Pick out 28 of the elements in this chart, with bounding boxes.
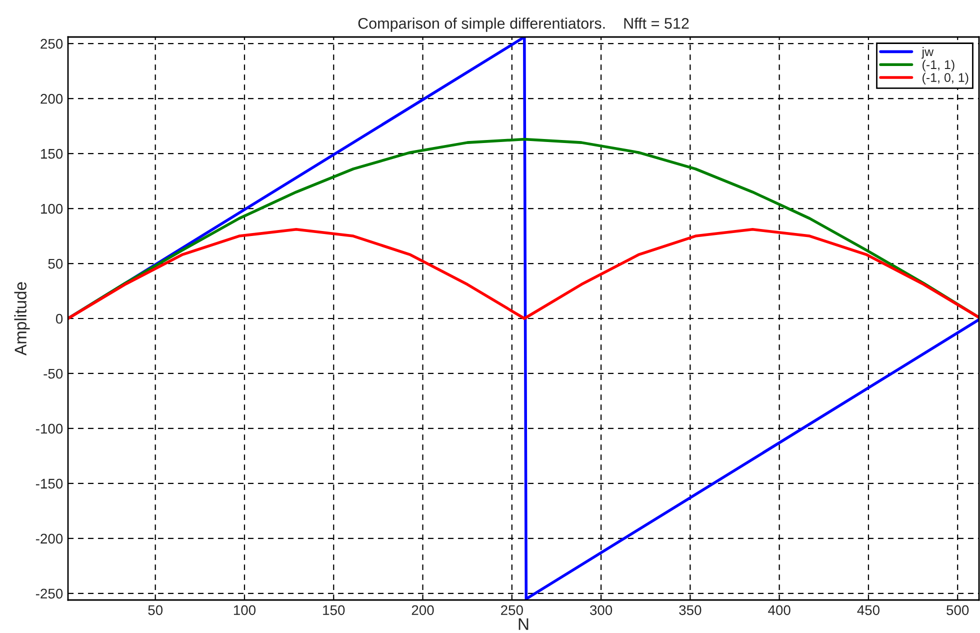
y-tick-label: 200 [40,94,63,104]
x-tick-label: 300 [590,605,612,616]
y-tick-label: 150 [41,148,63,159]
x-axis-title: N [518,618,528,630]
y-tick-label: -250 [36,588,63,599]
x-tick-label: 450 [857,605,880,616]
chart-title: Comparison of simple differentiators. Nfft = 512 [358,18,689,32]
legend-label: (-1, 0, 1) [922,72,968,84]
x-tick-label: 250 [501,605,523,616]
y-tick-label: -100 [36,424,63,434]
y-tick-label: -200 [36,534,63,544]
x-tick-label: 50 [148,605,163,616]
y-tick-label: 100 [41,204,63,214]
legend-label: (-1, 1) [922,60,954,72]
y-tick-label: 50 [48,258,63,269]
y-axis-title: Amplitude [14,282,30,356]
legend-label: jw [921,47,934,59]
x-tick-label: 400 [768,605,790,616]
y-tick-label: 250 [40,38,63,49]
x-tick-label: 200 [412,605,434,616]
line-series [68,228,979,320]
x-tick-label: 500 [946,605,969,616]
y-tick-label: -150 [36,478,63,489]
x-tick-label: 350 [679,605,702,616]
x-tick-label: 150 [323,605,345,616]
y-tick-label: 0 [56,314,63,324]
x-tick-label: 100 [234,605,256,616]
y-tick-label: -50 [44,368,63,379]
